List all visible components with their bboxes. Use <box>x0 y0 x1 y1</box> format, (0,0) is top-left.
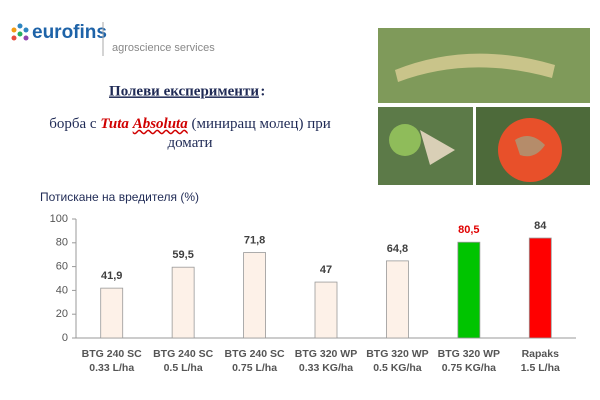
subtitle-text: борба с <box>49 116 101 132</box>
photos <box>378 28 590 185</box>
bar <box>100 287 124 339</box>
bar <box>457 241 481 339</box>
x-tick-label: 0.75 L/ha <box>232 362 277 374</box>
x-tick-label: BTG 320 WP <box>366 348 428 360</box>
x-tick-label: BTG 240 SC <box>82 348 143 360</box>
chart-title: Потискане на вредителя (%) <box>40 190 199 204</box>
y-tick-label: 20 <box>56 308 68 320</box>
division: agroscience services <box>112 42 215 54</box>
logo-icon <box>11 23 29 41</box>
y-tick-label: 100 <box>50 213 68 225</box>
x-tick-label: 0.75 KG/ha <box>442 362 496 374</box>
subtitle-species: Absoluta <box>132 116 188 132</box>
y-tick-label: 60 <box>56 261 68 273</box>
bar <box>314 281 338 339</box>
value-label: 47 <box>320 264 332 276</box>
brand: eurofins <box>32 22 107 43</box>
value-label: 80,5 <box>458 224 479 236</box>
bar <box>171 266 195 339</box>
y-tick-label: 40 <box>56 284 68 296</box>
slide-title-colon: : <box>260 83 265 99</box>
x-tick-label: 1.5 L/ha <box>521 362 560 374</box>
x-tick-label: BTG 320 WP <box>438 348 500 360</box>
x-tick-label: BTG 240 SC <box>225 348 286 360</box>
subtitle-text: (миниращ молец) при домати <box>167 116 331 151</box>
value-label: 71,8 <box>244 234 265 246</box>
x-tick-label: BTG 240 SC <box>153 348 214 360</box>
x-tick-label: 0.33 L/ha <box>89 362 134 374</box>
bar <box>386 260 409 339</box>
x-tick-label: 0.5 L/ha <box>164 362 203 374</box>
x-tick-label: BTG 320 WP <box>295 348 357 360</box>
subtitle-species: Tuta <box>100 116 129 132</box>
x-tick-label: Rapaks <box>522 348 560 360</box>
bar <box>243 252 266 339</box>
subtitle: борба с Tuta Absoluta (миниращ молец) пр… <box>40 115 340 153</box>
value-label: 41,9 <box>101 270 122 282</box>
value-label: 59,5 <box>172 249 193 261</box>
value-label: 64,8 <box>387 243 408 255</box>
x-tick-label: 0.5 KG/ha <box>373 362 422 374</box>
slide-title: Полеви експерименти <box>109 83 259 99</box>
bar <box>528 237 552 339</box>
value-label: 84 <box>534 220 547 232</box>
x-tick-label: 0.33 KG/ha <box>299 362 353 374</box>
y-tick-label: 0 <box>62 332 68 344</box>
y-tick-label: 80 <box>56 237 68 249</box>
